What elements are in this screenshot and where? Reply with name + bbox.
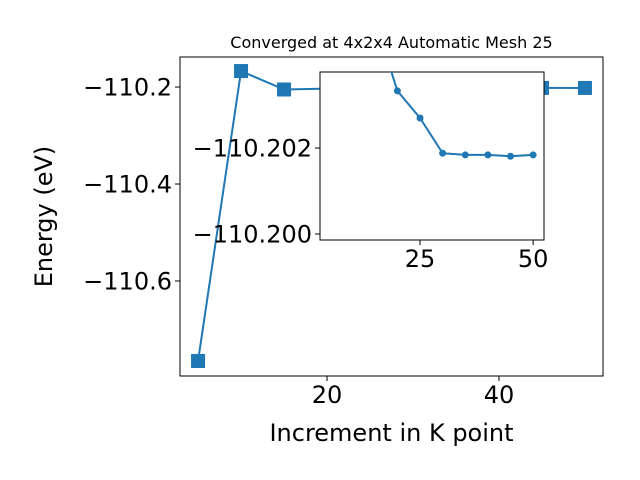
marker (507, 152, 515, 160)
x-tick-label: 25 (405, 245, 436, 273)
marker (461, 151, 469, 159)
chart-title: Converged at 4x2x4 Automatic Mesh 25 (230, 33, 552, 52)
marker (577, 80, 592, 95)
x-tick-label: 40 (484, 381, 515, 409)
marker (439, 149, 447, 157)
marker (393, 87, 401, 95)
marker (277, 82, 292, 97)
y-tick-label: −110.200 (193, 220, 312, 248)
y-axis-label: Energy (eV) (30, 146, 58, 288)
marker (484, 151, 492, 159)
y-tick-label: −110.202 (193, 134, 312, 162)
marker (234, 64, 249, 79)
marker (529, 151, 537, 159)
y-tick-label: −110.6 (83, 267, 172, 295)
marker (416, 114, 424, 122)
y-tick-label: −110.4 (83, 170, 172, 198)
marker (191, 353, 206, 368)
x-axis-label: Increment in K point (269, 419, 513, 447)
series-line (390, 72, 534, 158)
x-tick-label: 20 (312, 381, 343, 409)
y-tick-label: −110.2 (83, 73, 172, 101)
marker (371, 16, 378, 23)
series-group (371, 16, 537, 160)
x-tick-label: 50 (518, 245, 549, 273)
axes: 25 50 −110.200 −110.202 (193, 16, 549, 273)
